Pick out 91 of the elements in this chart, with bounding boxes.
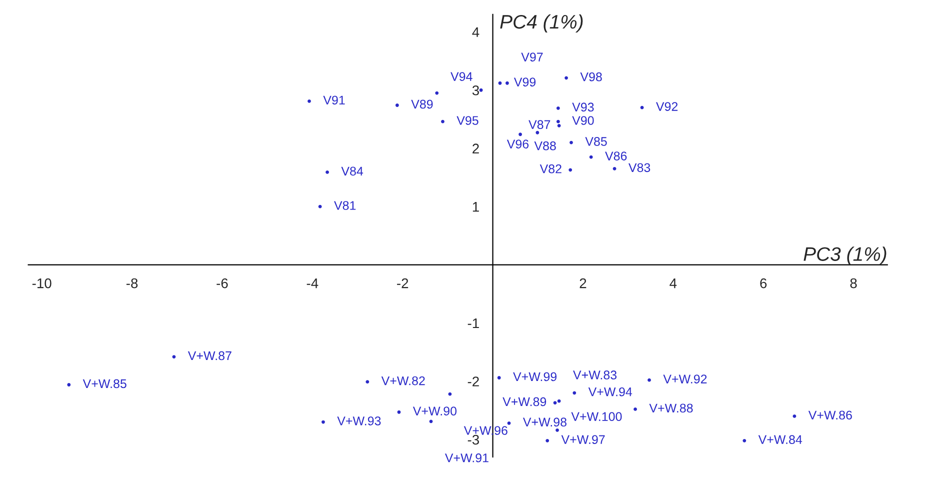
x-axis-title: PC3 (1%) bbox=[804, 246, 886, 265]
y-tick-label: 3 bbox=[472, 85, 479, 96]
annotation: V95 bbox=[456, 116, 478, 125]
y-axis-title: PC4 (1%) bbox=[500, 14, 583, 33]
point bbox=[648, 378, 651, 382]
annotation: V88 bbox=[534, 141, 556, 150]
point bbox=[557, 124, 561, 128]
x-tick-label: -8 bbox=[126, 278, 138, 288]
y-tick-label: 2 bbox=[472, 144, 479, 154]
point bbox=[326, 170, 329, 174]
x-tick-label: 2 bbox=[580, 278, 586, 288]
point bbox=[441, 120, 444, 124]
annotation: V87 bbox=[528, 120, 550, 129]
point bbox=[322, 420, 325, 424]
annotation: V+W.93 bbox=[337, 416, 381, 426]
annotation: V+W.83 bbox=[573, 370, 617, 380]
annotation: V+W.85 bbox=[82, 379, 126, 388]
x-tick-label: -6 bbox=[216, 278, 228, 288]
point bbox=[397, 410, 401, 414]
point bbox=[67, 383, 71, 386]
annotation: V91 bbox=[323, 96, 345, 105]
y-tick-label: -1 bbox=[468, 318, 479, 328]
y-tick-label: -2 bbox=[468, 376, 479, 386]
annotation: V+W.86 bbox=[808, 410, 852, 420]
point bbox=[507, 421, 511, 425]
point bbox=[556, 120, 560, 124]
y-tick-label: -3 bbox=[468, 434, 479, 445]
annotation: V85 bbox=[585, 137, 607, 146]
annotation: V99 bbox=[514, 78, 536, 86]
y-tick-label: 1 bbox=[472, 202, 479, 212]
annotation: V90 bbox=[572, 116, 594, 125]
annotation: V96 bbox=[506, 140, 529, 148]
annotation: V81 bbox=[334, 201, 356, 210]
annotation: V+W.89 bbox=[502, 397, 546, 406]
point bbox=[612, 167, 616, 170]
point bbox=[556, 106, 560, 110]
point bbox=[479, 88, 483, 92]
point bbox=[395, 104, 399, 107]
annotation: V+W.98 bbox=[522, 418, 566, 427]
point bbox=[366, 380, 370, 384]
annotation: V+W.94 bbox=[588, 387, 632, 396]
point bbox=[498, 81, 502, 85]
annotation: V+W.88 bbox=[649, 404, 693, 413]
annotation: V84 bbox=[341, 166, 364, 176]
point bbox=[497, 376, 501, 380]
annotation: V92 bbox=[656, 102, 678, 111]
annotation: V+W.92 bbox=[663, 374, 707, 384]
x-tick-label: -2 bbox=[397, 278, 408, 288]
annotation: V94 bbox=[450, 72, 472, 81]
point bbox=[589, 155, 593, 159]
x-tick-label: 8 bbox=[850, 278, 857, 288]
annotation: V+W.84 bbox=[758, 435, 802, 444]
point bbox=[557, 399, 561, 403]
x-tick-label: 4 bbox=[670, 278, 677, 288]
annotation: V+W.97 bbox=[561, 435, 605, 444]
point bbox=[640, 106, 644, 110]
annotation: V+W.82 bbox=[381, 376, 425, 386]
point bbox=[308, 99, 311, 103]
annotation: V89 bbox=[411, 100, 433, 109]
point bbox=[634, 408, 637, 411]
point bbox=[568, 168, 572, 172]
annotation: V82 bbox=[540, 164, 562, 174]
x-tick-label: -4 bbox=[306, 278, 318, 288]
annotation: V+W.91 bbox=[444, 453, 488, 462]
x-tick-label: -10 bbox=[32, 278, 52, 288]
annotation: V+W.87 bbox=[188, 351, 232, 360]
point bbox=[556, 428, 559, 432]
annotation: V+W.99 bbox=[513, 372, 557, 382]
annotation: V+W.90 bbox=[412, 406, 457, 416]
y-tick-label: 4 bbox=[472, 27, 480, 37]
annotation: V97 bbox=[521, 52, 543, 62]
annotation: V+W.100 bbox=[571, 412, 622, 422]
point bbox=[506, 81, 509, 85]
point bbox=[792, 414, 796, 418]
point bbox=[742, 438, 746, 442]
point bbox=[546, 438, 550, 442]
point bbox=[570, 140, 573, 144]
point bbox=[318, 204, 322, 208]
annotation: V98 bbox=[580, 72, 602, 82]
point bbox=[572, 391, 576, 395]
point bbox=[172, 355, 176, 358]
point bbox=[553, 401, 557, 404]
annotation: V83 bbox=[628, 163, 650, 172]
point bbox=[448, 392, 452, 396]
point bbox=[518, 132, 522, 136]
annotation: V93 bbox=[572, 102, 594, 112]
point bbox=[536, 130, 540, 134]
annotation: V86 bbox=[605, 152, 627, 160]
x-tick-label: 6 bbox=[760, 278, 767, 288]
point bbox=[564, 76, 568, 80]
point bbox=[435, 91, 439, 95]
